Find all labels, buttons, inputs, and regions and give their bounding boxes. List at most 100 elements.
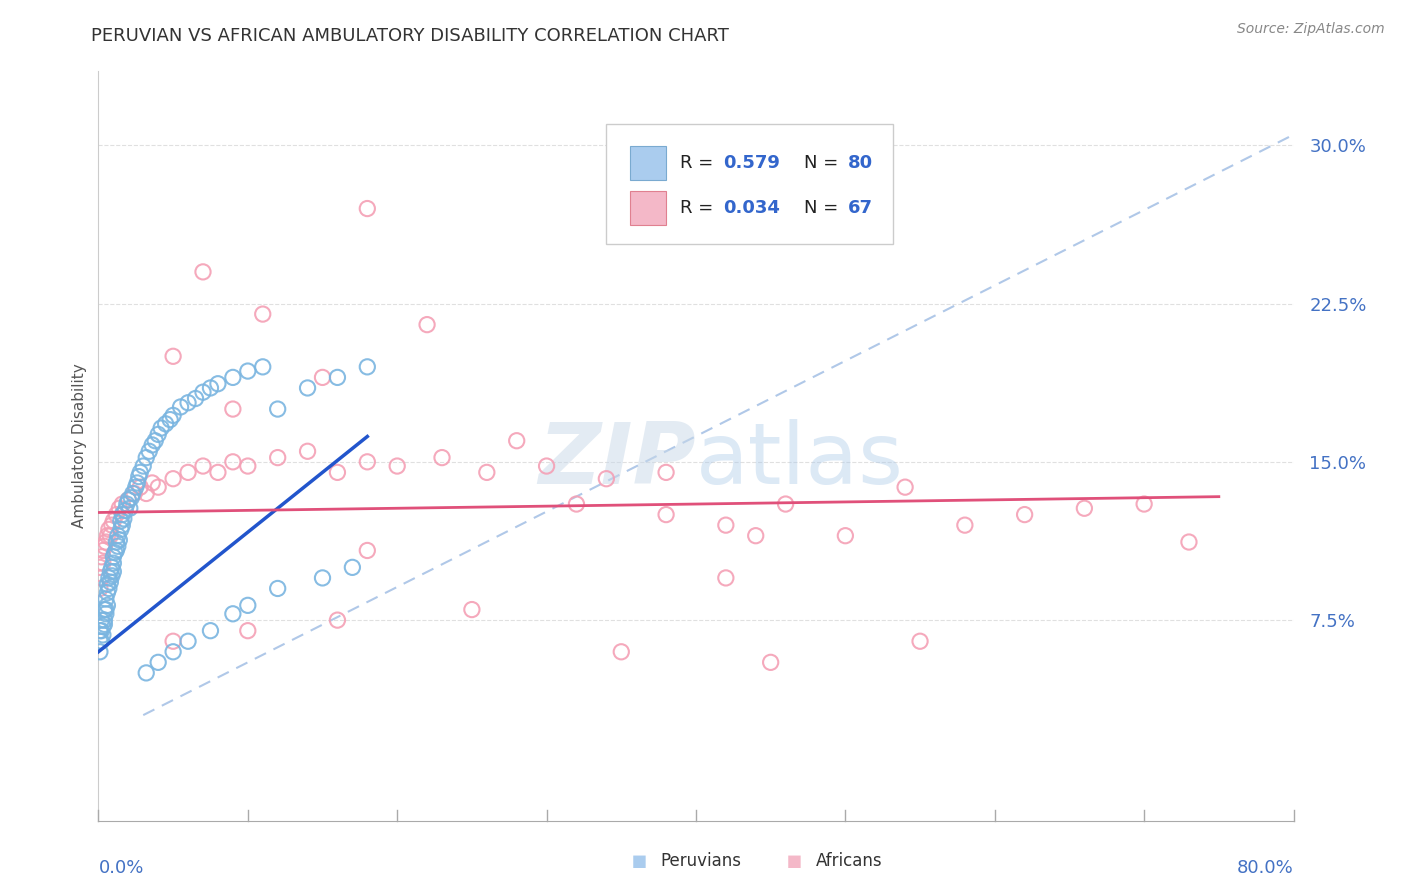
Point — [128, 469, 150, 483]
Point — [114, 503, 136, 517]
Point — [94, 592, 117, 607]
Text: 0.034: 0.034 — [724, 199, 780, 217]
FancyBboxPatch shape — [630, 191, 666, 225]
Point — [129, 466, 152, 480]
Point — [111, 518, 134, 533]
Point — [98, 565, 122, 579]
Text: 67: 67 — [848, 199, 873, 217]
Point — [655, 466, 678, 480]
Point — [97, 582, 120, 596]
Point — [111, 508, 134, 522]
Point — [96, 599, 118, 613]
Point — [191, 458, 214, 473]
Point — [98, 575, 122, 590]
Point — [132, 458, 155, 473]
Point — [93, 539, 115, 553]
Point — [222, 402, 245, 417]
Point — [252, 359, 274, 374]
Point — [177, 466, 200, 480]
Point — [98, 529, 122, 543]
Point — [953, 518, 976, 533]
FancyBboxPatch shape — [606, 124, 893, 244]
Point — [89, 582, 111, 596]
Point — [159, 412, 181, 426]
Text: N =: N = — [804, 154, 844, 172]
Point — [356, 543, 378, 558]
Point — [342, 560, 364, 574]
Point — [93, 617, 115, 632]
Text: 0.0%: 0.0% — [98, 859, 143, 877]
Point — [236, 458, 259, 473]
Point — [267, 450, 290, 465]
Point — [297, 381, 319, 395]
Point — [222, 455, 245, 469]
Point — [135, 486, 157, 500]
Point — [91, 628, 114, 642]
Point — [89, 560, 111, 574]
Point — [714, 571, 737, 585]
Text: ▪: ▪ — [786, 849, 803, 872]
Text: 80.0%: 80.0% — [1237, 859, 1294, 877]
Point — [141, 438, 163, 452]
Point — [252, 307, 274, 321]
Point — [93, 613, 115, 627]
Point — [162, 645, 184, 659]
Point — [115, 497, 138, 511]
FancyBboxPatch shape — [630, 146, 666, 180]
Point — [1133, 497, 1156, 511]
Point — [105, 543, 128, 558]
Point — [191, 265, 214, 279]
Point — [461, 602, 484, 616]
Point — [162, 349, 184, 363]
Point — [311, 370, 333, 384]
Point — [138, 444, 160, 458]
Point — [104, 545, 127, 559]
Point — [155, 417, 177, 431]
Point — [356, 455, 378, 469]
Point — [222, 370, 245, 384]
Point — [714, 518, 737, 533]
Point — [108, 501, 131, 516]
Point — [135, 450, 157, 465]
Point — [127, 475, 149, 490]
Point — [775, 497, 797, 511]
Text: Source: ZipAtlas.com: Source: ZipAtlas.com — [1237, 22, 1385, 37]
Point — [121, 486, 143, 500]
Point — [101, 569, 124, 583]
Point — [125, 480, 148, 494]
Point — [103, 565, 125, 579]
Point — [94, 535, 117, 549]
Point — [326, 613, 349, 627]
Point — [148, 480, 170, 494]
Text: 80: 80 — [848, 154, 873, 172]
Text: N =: N = — [804, 199, 844, 217]
Text: R =: R = — [681, 154, 720, 172]
Point — [96, 577, 118, 591]
Point — [118, 501, 141, 516]
Point — [162, 409, 184, 423]
Point — [94, 602, 117, 616]
Point — [110, 514, 132, 528]
Point — [1014, 508, 1036, 522]
Point — [506, 434, 529, 448]
Point — [385, 458, 409, 473]
Point — [90, 624, 112, 638]
Point — [536, 458, 558, 473]
Point — [236, 364, 259, 378]
Point — [148, 656, 170, 670]
Point — [107, 539, 129, 553]
Point — [356, 202, 378, 216]
Point — [107, 529, 129, 543]
Point — [141, 475, 163, 490]
Text: PERUVIAN VS AFRICAN AMBULATORY DISABILITY CORRELATION CHART: PERUVIAN VS AFRICAN AMBULATORY DISABILIT… — [91, 27, 730, 45]
Point — [90, 571, 112, 585]
Point — [97, 571, 120, 585]
Point — [97, 522, 120, 536]
Point — [96, 529, 118, 543]
Point — [91, 543, 114, 558]
Text: Peruvians: Peruvians — [661, 852, 742, 870]
Point — [207, 376, 229, 391]
Text: ZIP: ZIP — [538, 419, 696, 502]
Point — [267, 582, 290, 596]
Text: ▪: ▪ — [631, 849, 648, 872]
